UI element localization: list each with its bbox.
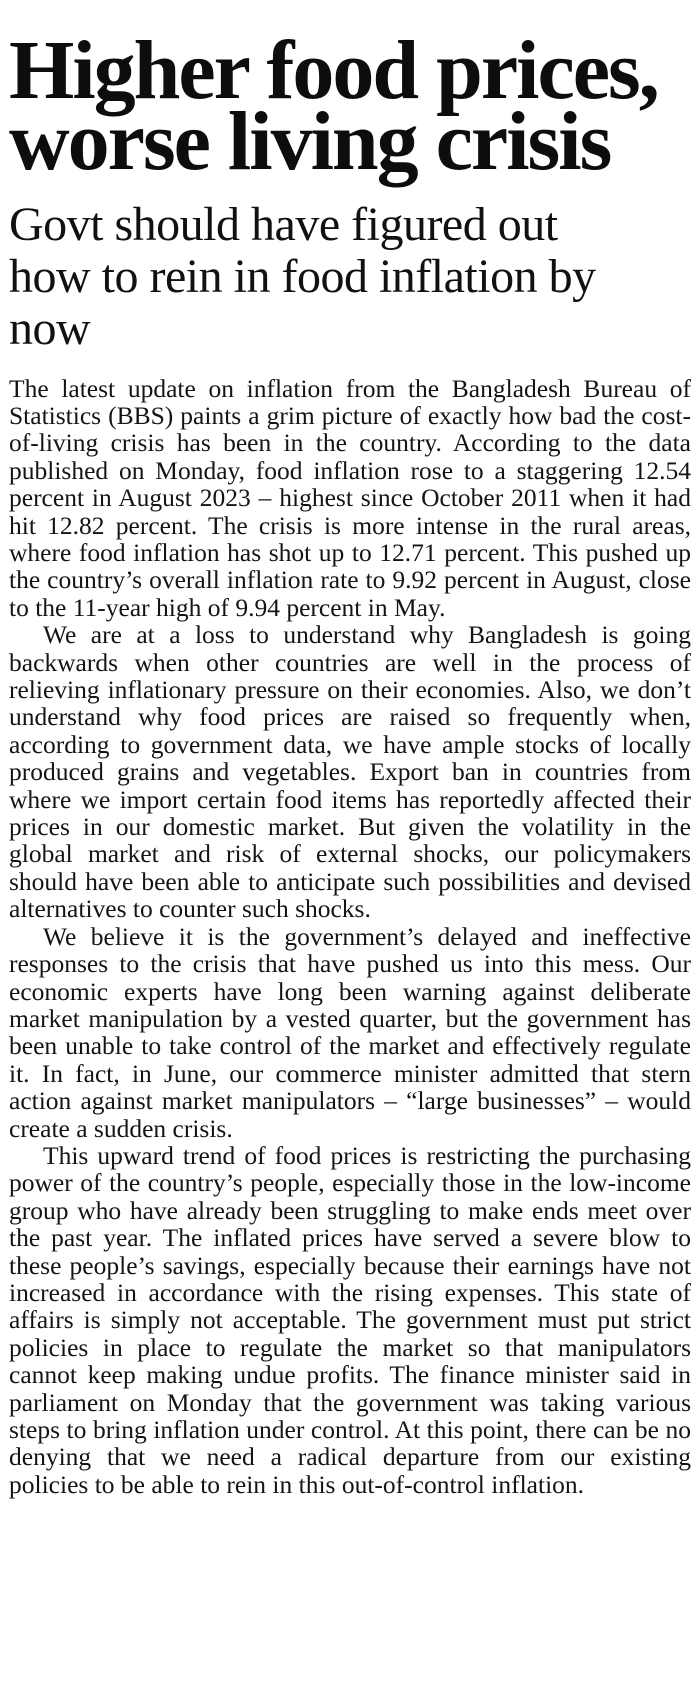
paragraph-2: We are at a loss to understand why Bangl… xyxy=(9,620,691,924)
editorial-article: Higher food prices, worse living crisis … xyxy=(9,24,691,1499)
paragraph-3: We believe it is the government’s delaye… xyxy=(9,921,691,1143)
paragraph-1: The latest update on inflation from the … xyxy=(9,373,691,622)
subheadline: Govt should have figured out how to rein… xyxy=(9,198,596,355)
headline: Higher food prices, worse living crisis xyxy=(9,24,660,188)
article-body: The latest update on inflation from the … xyxy=(9,373,691,1499)
paragraph-4: This upward trend of food prices is rest… xyxy=(9,1140,691,1499)
